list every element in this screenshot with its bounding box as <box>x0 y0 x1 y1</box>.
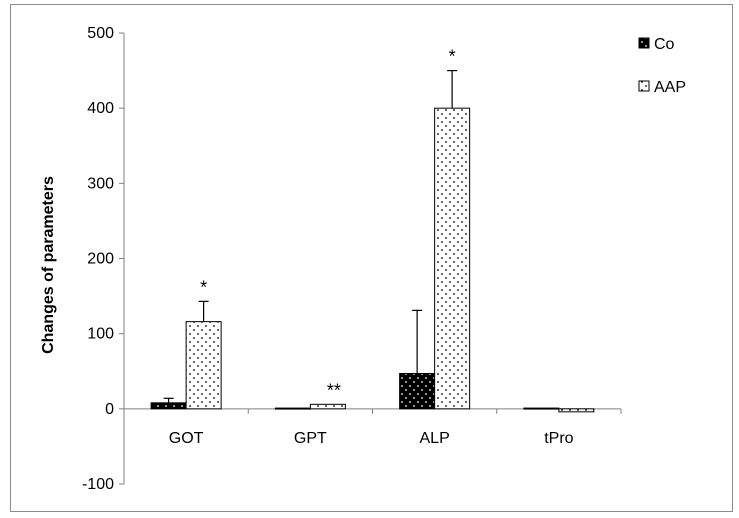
bar-aap-got <box>185 321 222 410</box>
y-tick-label: 300 <box>87 175 114 192</box>
y-tick-label: 500 <box>87 25 114 42</box>
x-category-label: GPT <box>294 430 327 447</box>
y-tick-label: 200 <box>87 251 114 268</box>
legend-label-co: Co <box>654 36 675 53</box>
legend: Co AAP <box>638 36 686 96</box>
chart-frame <box>10 4 733 512</box>
y-tick-label: 400 <box>87 100 114 117</box>
bar-co-tpro <box>523 407 560 410</box>
bar-co-alp <box>399 373 436 410</box>
x-axis: GOT GPT ALP tPro <box>123 408 622 447</box>
y-axis: 500 400 300 200 100 0 -100 <box>82 25 125 493</box>
significance-marker: * <box>200 277 207 297</box>
x-category-label: GOT <box>169 430 204 447</box>
y-tick-label: -100 <box>82 476 114 493</box>
bar-aap-tpro <box>558 408 595 413</box>
significance-marker: * <box>449 47 456 67</box>
annotations: **** <box>200 47 456 401</box>
x-category-label: tPro <box>544 430 573 447</box>
legend-swatch-aap <box>638 80 650 92</box>
error-bars <box>163 69 458 403</box>
bar-aap-alp <box>434 107 471 410</box>
bars <box>150 107 595 413</box>
y-axis-title: Changes of parameters <box>40 176 57 354</box>
bar-co-gpt <box>274 407 311 410</box>
legend-swatch-co <box>638 37 650 49</box>
y-tick-label: 0 <box>105 401 114 418</box>
legend-label-aap: AAP <box>654 79 686 96</box>
bar-co-got <box>150 402 187 410</box>
x-category-label: ALP <box>420 430 450 447</box>
significance-marker: ** <box>327 380 341 400</box>
y-tick-label: 100 <box>87 326 114 343</box>
bar-aap-gpt <box>309 403 346 410</box>
